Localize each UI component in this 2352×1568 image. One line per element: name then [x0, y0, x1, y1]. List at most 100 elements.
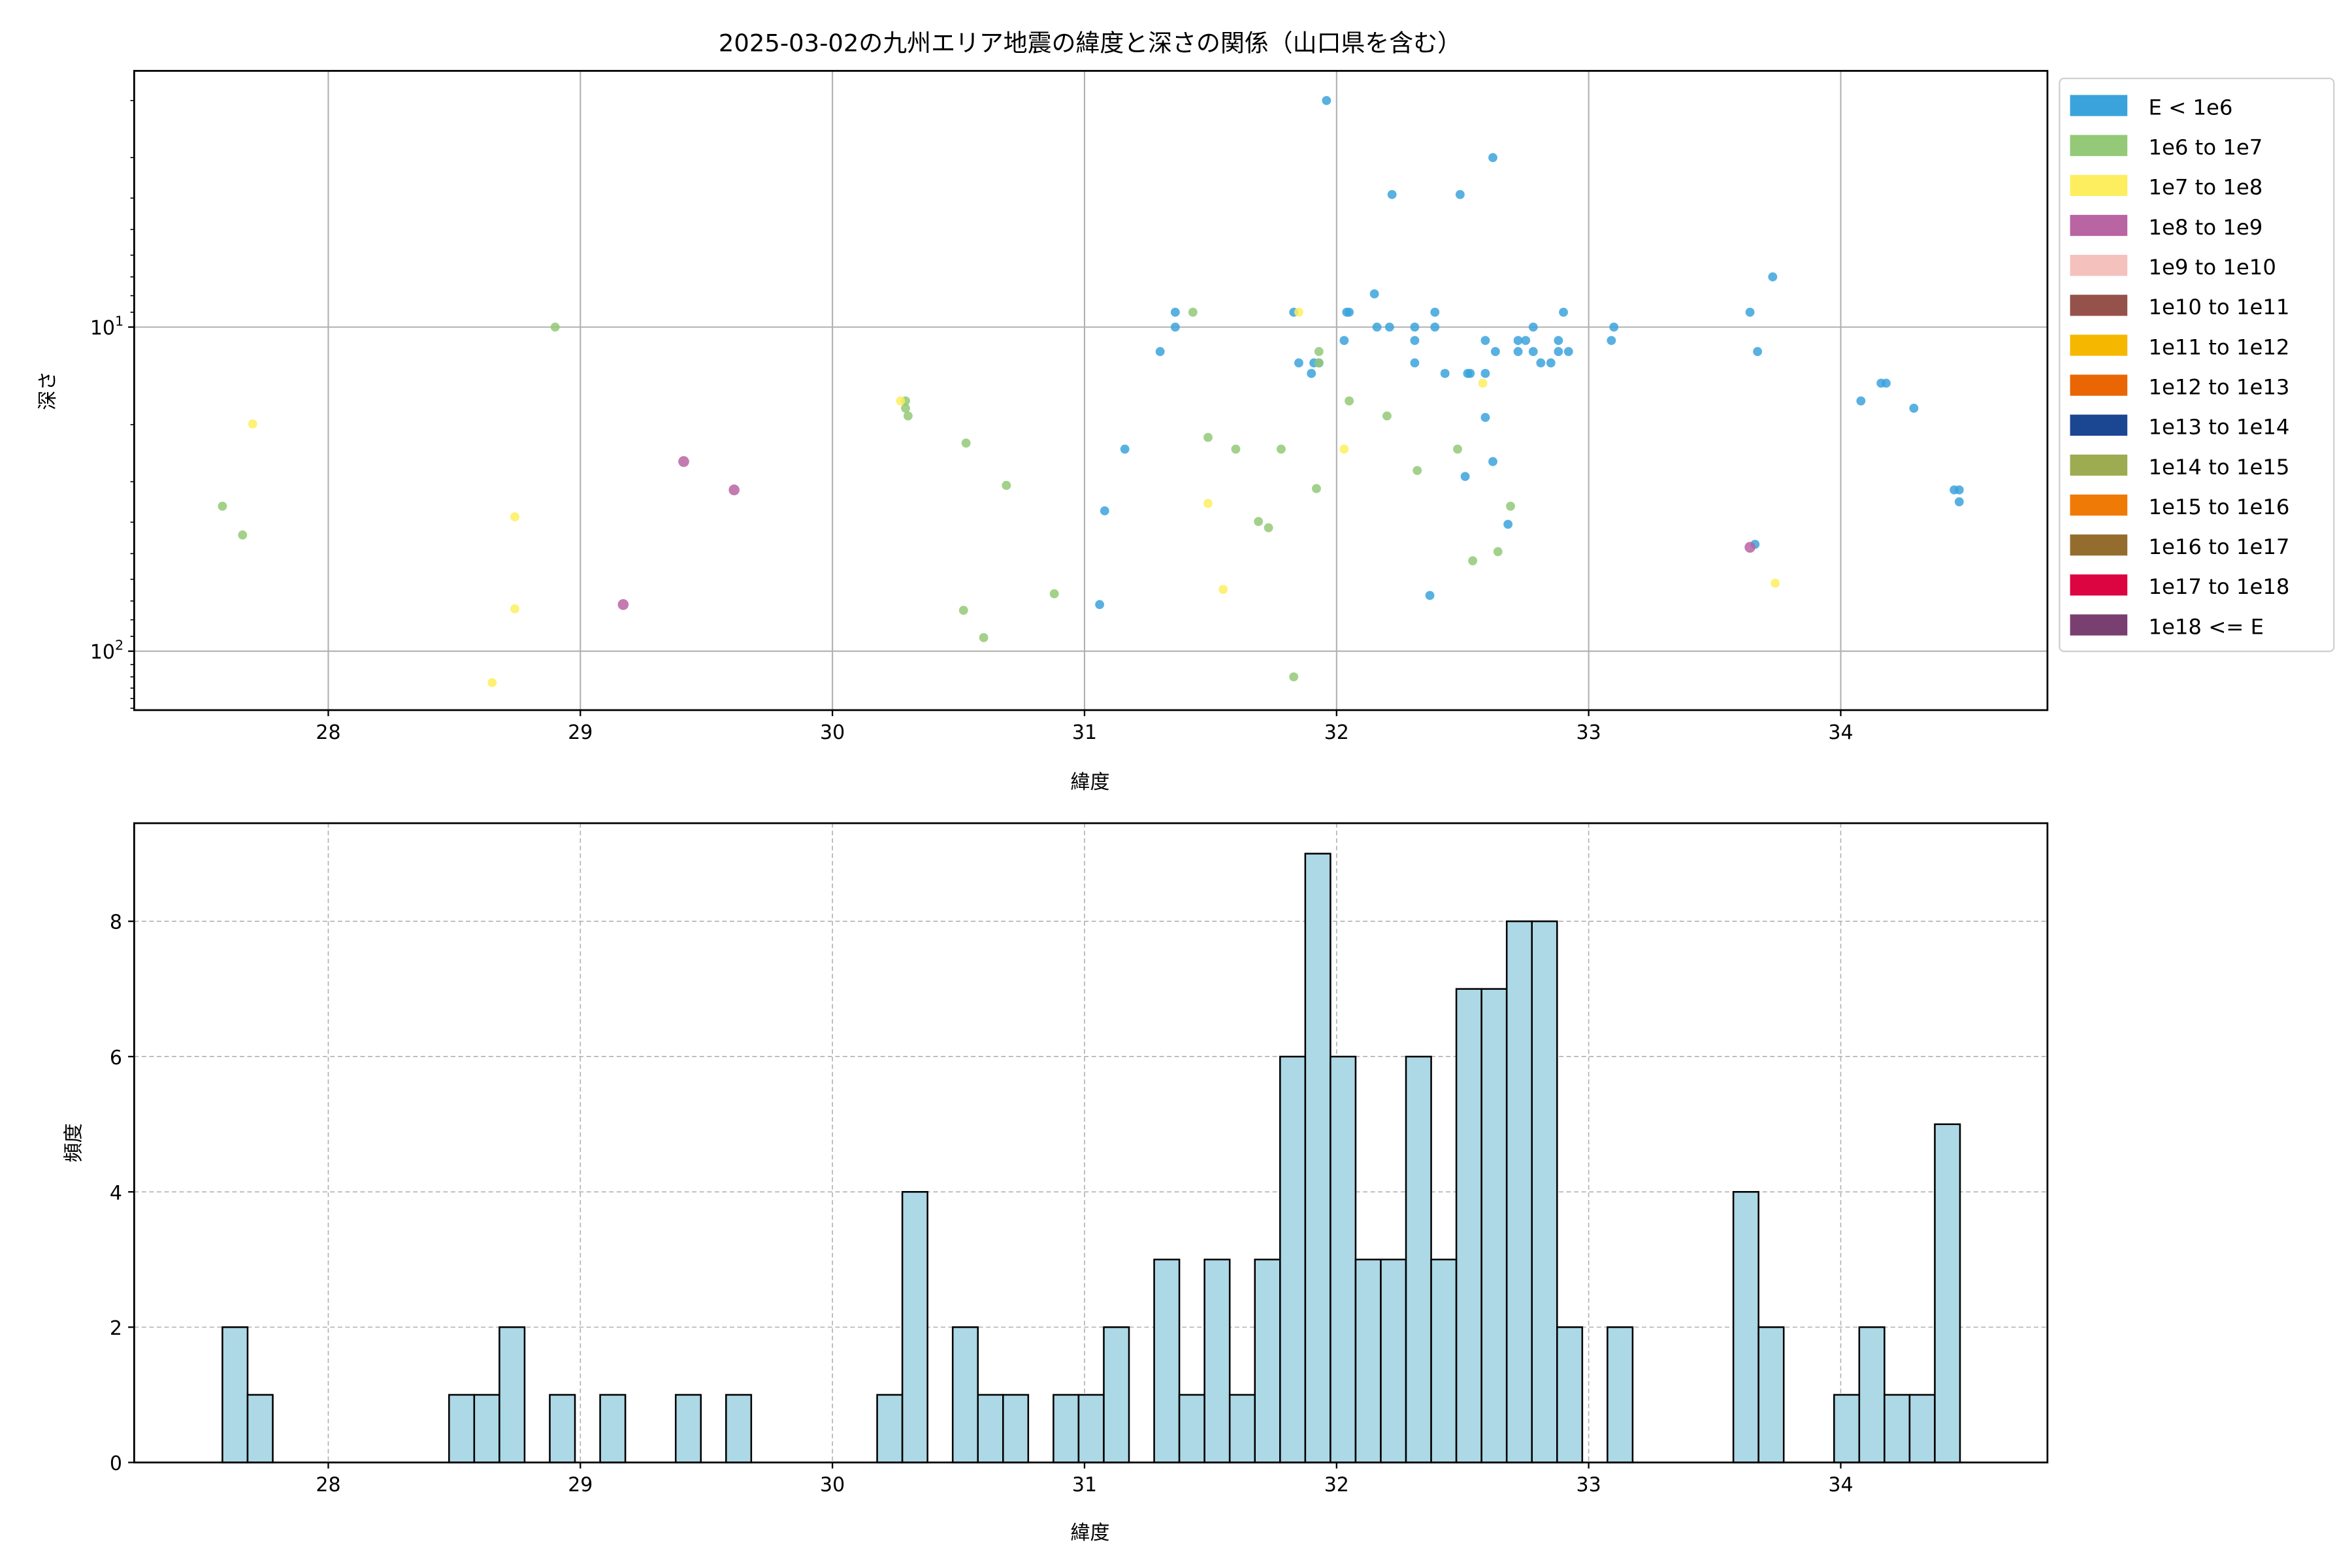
scatter-point [1554, 347, 1563, 357]
histogram-bar [1757, 1326, 1785, 1463]
scatter-point [1909, 403, 1919, 413]
histogram-x-tick-label: 33 [1576, 1473, 1601, 1496]
scatter-point [1314, 347, 1324, 357]
legend-swatch [2070, 534, 2128, 556]
scatter-point [1339, 444, 1349, 454]
histogram-bar [1077, 1394, 1105, 1463]
legend-label: 1e7 to 1e8 [2148, 175, 2262, 200]
legend-label: 1e17 to 1e18 [2148, 574, 2289, 599]
legend-label: 1e9 to 1e10 [2148, 255, 2276, 280]
scatter-point [1513, 347, 1523, 357]
scatter-point [1465, 368, 1475, 378]
chart-title: 2025-03-02の九州エリア地震の緯度と深さの関係（山口県を含む） [719, 29, 1462, 57]
scatter-point [218, 501, 227, 511]
scatter-point [1314, 358, 1324, 368]
histogram-bar [1330, 1055, 1357, 1463]
histogram-bar [1203, 1258, 1231, 1463]
scatter-point [1289, 672, 1299, 681]
legend-label: 1e11 to 1e12 [2148, 335, 2289, 359]
scatter-points [218, 95, 1964, 687]
scatter-point [248, 419, 257, 429]
tick-exponent: 2 [115, 637, 123, 653]
scatter-point [1294, 307, 1303, 317]
scatter-point [1768, 272, 1778, 282]
scatter-point [1002, 481, 1011, 490]
scatter-point [901, 403, 910, 413]
scatter-point [550, 322, 560, 332]
histogram-bar [1279, 1055, 1307, 1463]
histogram-x-label: 緯度 [1070, 1522, 1109, 1544]
scatter-grid [134, 71, 2048, 710]
histogram-x-tick-label: 34 [1828, 1473, 1853, 1496]
scatter-y-tick-label: 102 [90, 637, 123, 664]
legend-label: 1e15 to 1e16 [2148, 495, 2289, 519]
histogram-bar [1053, 1394, 1080, 1463]
scatter-point [1609, 322, 1619, 332]
histogram-bar [901, 1191, 928, 1463]
histogram-bar [977, 1394, 1004, 1463]
scatter-point [1170, 307, 1180, 317]
legend-swatch [2070, 335, 2128, 356]
legend-label: 1e13 to 1e14 [2148, 415, 2289, 440]
scatter-point [1513, 336, 1523, 346]
scatter-point [1455, 189, 1465, 199]
scatter-point [1095, 600, 1105, 610]
scatter-point [1188, 307, 1198, 317]
scatter-point [1488, 457, 1497, 466]
scatter-point [617, 599, 629, 610]
scatter-point [1264, 523, 1273, 532]
legend-swatch [2070, 574, 2128, 596]
scatter-point [1488, 153, 1497, 163]
histogram-bar [1228, 1394, 1256, 1463]
scatter-point [1460, 472, 1470, 482]
legend-swatch [2070, 414, 2128, 436]
scatter-point [1856, 396, 1866, 406]
scatter-point [1744, 542, 1756, 553]
scatter-point [1312, 483, 1321, 493]
scatter-point [961, 438, 971, 448]
legend-label: 1e8 to 1e9 [2148, 215, 2262, 240]
scatter-point [979, 632, 988, 642]
scatter-y-label: 深さ [37, 371, 59, 410]
histogram-ticks: 28 29 30 31 32 33 34 0 2 4 6 8 [110, 911, 1854, 1497]
histogram-bar [1153, 1258, 1181, 1463]
scatter-point [1478, 378, 1488, 388]
scatter-point [728, 484, 740, 496]
scatter-point [1506, 501, 1515, 511]
scatter-point [1453, 444, 1462, 454]
scatter-point [1430, 307, 1440, 317]
scatter-point [1369, 289, 1379, 299]
histogram-y-tick-label: 4 [110, 1182, 122, 1205]
legend-swatch [2070, 494, 2128, 516]
scatter-point [1276, 444, 1286, 454]
histogram-bar [246, 1394, 274, 1463]
scatter-point [1410, 358, 1420, 368]
histogram-bar [1480, 988, 1508, 1463]
scatter-point [1745, 307, 1755, 317]
histogram-y-tick-label: 2 [110, 1317, 122, 1340]
scatter-point [1563, 347, 1573, 357]
scatter-point [896, 396, 906, 406]
scatter-point [1440, 368, 1450, 378]
histogram-bar [1304, 853, 1331, 1463]
scatter-point [1607, 336, 1616, 346]
scatter-point [1954, 497, 1964, 506]
legend-swatch [2070, 174, 2128, 196]
legend-swatch [2070, 95, 2128, 116]
scatter-point [1254, 517, 1264, 527]
scatter-point [1155, 347, 1165, 357]
scatter-point [1480, 412, 1490, 422]
scatter-point [1554, 336, 1563, 346]
scatter-point [1410, 336, 1420, 346]
scatter-point [1410, 322, 1420, 332]
scatter-point [1480, 336, 1490, 346]
scatter-point [1528, 322, 1538, 332]
histogram-bar [1380, 1258, 1407, 1463]
scatter-point [1322, 95, 1331, 105]
histogram-bar [1884, 1394, 1911, 1463]
scatter-point [1372, 322, 1382, 332]
histogram-bar [549, 1394, 576, 1463]
